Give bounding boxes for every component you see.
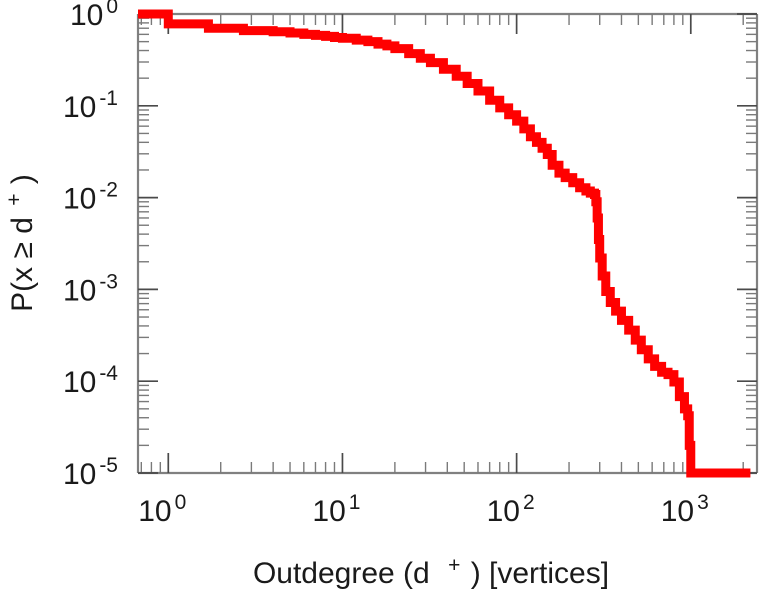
tick-exponent: -5 <box>99 454 118 477</box>
tick-mantissa: 10 <box>138 495 171 528</box>
tick-exponent: -4 <box>99 362 118 385</box>
tick-label: 10 1 <box>312 491 360 528</box>
tick-label: 10 -3 <box>63 270 118 307</box>
x-axis-title-superscript: + <box>448 554 460 577</box>
tick-mantissa: 10 <box>661 495 694 528</box>
tick-mantissa: 10 <box>63 274 96 307</box>
tick-mantissa: 10 <box>63 366 96 399</box>
data-series-line <box>138 9 751 478</box>
tick-exponent: -2 <box>99 179 118 202</box>
svg-text:Outdegree (d +: Outdegree (d + ) [vertices] <box>253 546 609 590</box>
y-axis-title-superscript: + <box>3 193 26 205</box>
axis-ticks <box>138 13 757 474</box>
tick-mantissa: 10 <box>70 0 103 32</box>
tick-label: 10 2 <box>487 491 535 528</box>
tick-label: 10 -2 <box>63 179 118 216</box>
tick-mantissa: 10 <box>487 495 520 528</box>
series-path-outdegree-ccdf <box>138 9 751 478</box>
tick-exponent: 1 <box>349 491 361 514</box>
tick-label: 10 -4 <box>63 362 118 399</box>
tick-label: 10 -1 <box>63 87 118 124</box>
x-axis-tick-labels: 10 0 10 1 10 2 10 3 <box>138 491 709 528</box>
tick-mantissa: 10 <box>63 91 96 124</box>
tick-label: 10 -5 <box>63 454 118 491</box>
tick-mantissa: 10 <box>63 183 96 216</box>
tick-mantissa: 10 <box>63 458 96 491</box>
tick-mantissa: 10 <box>312 495 345 528</box>
plot-frame <box>136 12 759 475</box>
tick-exponent: 0 <box>175 491 187 514</box>
tick-exponent: 3 <box>697 491 709 514</box>
tick-exponent: 2 <box>523 491 535 514</box>
y-axis-title-tail: ) <box>6 174 39 184</box>
y-axis-title: P(x ≥ d + ) <box>0 174 39 312</box>
x-axis-title-tail: ) [vertices] <box>471 557 609 590</box>
tick-exponent: -1 <box>99 87 118 110</box>
tick-label: 10 0 <box>138 491 186 528</box>
y-axis-title-base: P(x ≥ d <box>6 217 39 312</box>
x-axis-title: Outdegree (d + ) [vertices] <box>253 546 609 590</box>
tick-label: 10 0 <box>70 0 118 32</box>
x-axis-title-base: Outdegree (d <box>253 557 430 590</box>
tick-exponent: -3 <box>99 270 118 293</box>
tick-label: 10 3 <box>661 491 709 528</box>
svg-text:P(x ≥ d + ): P(x ≥ d + ) <box>0 174 39 312</box>
tick-exponent: 0 <box>106 0 118 18</box>
